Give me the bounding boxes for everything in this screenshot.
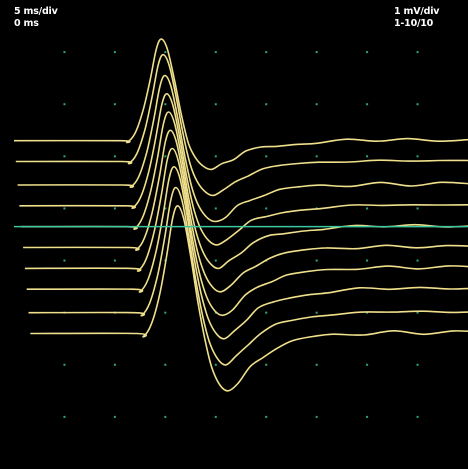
trace-2 [15, 53, 468, 197]
grid-dot [164, 363, 167, 366]
grid-dot [366, 51, 369, 54]
trace-group [13, 38, 468, 392]
grid-dot [214, 207, 217, 210]
trace-6 [23, 129, 468, 293]
grid-dot [366, 363, 369, 366]
trace-3 [17, 74, 468, 223]
grid-dot [164, 311, 167, 314]
grid-dot [366, 155, 369, 158]
grid-dot [315, 259, 318, 262]
grid-dot [265, 415, 268, 418]
grid-dot [315, 363, 318, 366]
grid-dot [366, 103, 369, 106]
grid-dot [164, 207, 167, 210]
grid-dot [265, 207, 268, 210]
grid-dot [164, 155, 167, 158]
grid-dot [63, 51, 66, 54]
grid-dot [214, 415, 217, 418]
trace-4 [19, 93, 468, 246]
grid-dot [164, 415, 167, 418]
grid-dot [214, 103, 217, 106]
timebase-readout: 5 ms/div 0 ms [14, 6, 58, 30]
grid-dot [63, 207, 66, 210]
grid-dot [416, 363, 419, 366]
grid-dot [416, 207, 419, 210]
grid-dot [63, 155, 66, 158]
grid-dot [113, 259, 116, 262]
grid-dot [63, 363, 66, 366]
trace-7 [24, 147, 468, 317]
grid-dot [366, 207, 369, 210]
grid-dots [63, 51, 419, 418]
grid-dot [416, 155, 419, 158]
grid-dot [265, 311, 268, 314]
grid-dot [265, 155, 268, 158]
grid-dot [164, 51, 167, 54]
grid-dot [63, 259, 66, 262]
sensitivity-readout: 1 mV/div 1-10/10 [394, 6, 439, 30]
grid-dot [315, 51, 318, 54]
grid-dot [214, 51, 217, 54]
grid-dot [315, 103, 318, 106]
grid-dot [113, 51, 116, 54]
grid-dot [265, 103, 268, 106]
trace-9 [28, 186, 468, 366]
trace-1 [13, 38, 468, 171]
grid-dot [214, 363, 217, 366]
timebase-label: 5 ms/div [14, 6, 58, 17]
grid-dot [113, 155, 116, 158]
grid-dot [164, 103, 167, 106]
grid-dot [366, 415, 369, 418]
time-offset-label: 0 ms [14, 18, 39, 29]
grid-dot [265, 51, 268, 54]
grid-dot [265, 363, 268, 366]
grid-dot [315, 311, 318, 314]
grid-dot [113, 207, 116, 210]
grid-dot [113, 415, 116, 418]
grid-dot [416, 259, 419, 262]
trace-5 [21, 111, 468, 270]
grid-dot [214, 259, 217, 262]
trace-10 [30, 205, 468, 392]
grid-dot [113, 363, 116, 366]
sensitivity-label: 1 mV/div [394, 6, 440, 17]
grid-dot [63, 103, 66, 106]
grid-dot [416, 51, 419, 54]
trace-8 [26, 166, 468, 340]
grid-dot [416, 311, 419, 314]
grid-dot [214, 155, 217, 158]
grid-dot [416, 415, 419, 418]
grid-dot [315, 415, 318, 418]
trace-range-label: 1-10/10 [394, 18, 434, 29]
grid-dot [416, 103, 419, 106]
grid-dot [113, 103, 116, 106]
grid-dot [315, 155, 318, 158]
grid-dot [63, 415, 66, 418]
grid-dot [366, 259, 369, 262]
